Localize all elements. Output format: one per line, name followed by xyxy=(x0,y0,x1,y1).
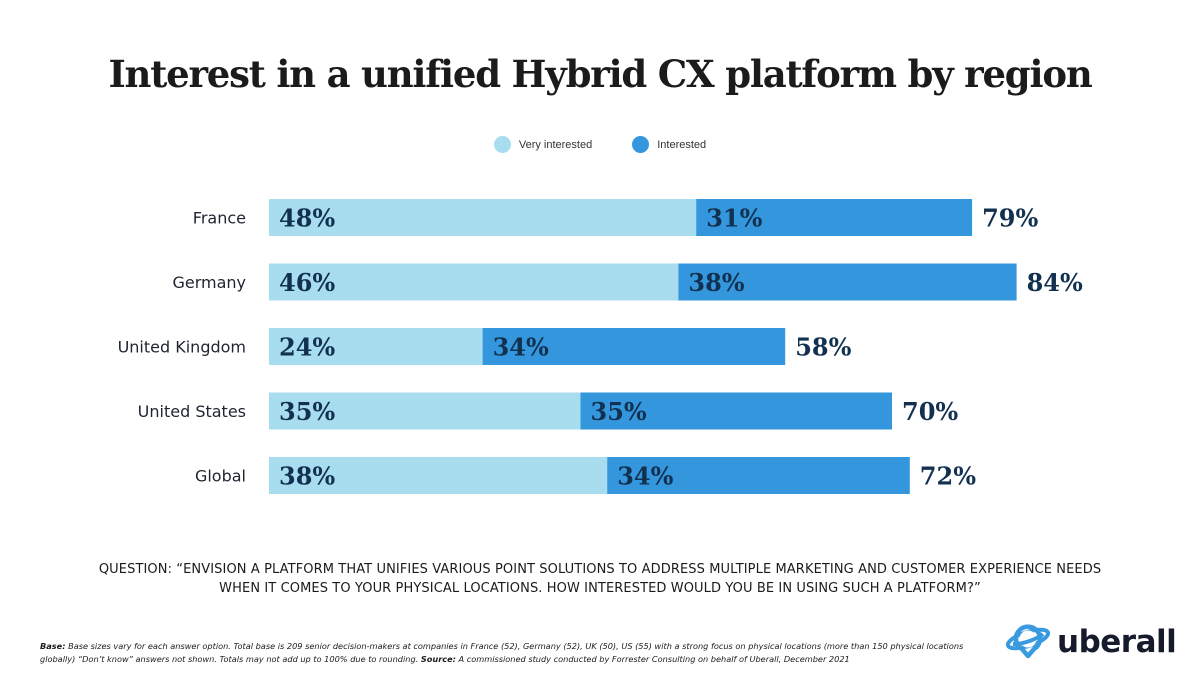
bar-value-label: 35% xyxy=(591,397,647,426)
bar-segment-very-interested xyxy=(269,263,679,301)
bar-value-label: 46% xyxy=(279,268,335,297)
bar-segment-interested xyxy=(696,199,973,236)
bar-segment-interested xyxy=(580,392,892,430)
legend-swatch-interested xyxy=(632,136,650,153)
bar-value-label: 38% xyxy=(279,462,335,491)
uberall-logo: uberall xyxy=(1005,622,1177,662)
bar-segment-interested xyxy=(678,263,1017,301)
footnote: Base: Base sizes vary for each answer op… xyxy=(40,640,970,666)
chart-title: Interest in a unified Hybrid CX platform… xyxy=(108,52,1092,96)
category-label: Global xyxy=(195,467,246,486)
bar-total-label: 72% xyxy=(920,462,976,491)
legend-label: Interested xyxy=(657,138,707,151)
planet-pin-icon xyxy=(1005,624,1051,659)
survey-question: QUESTION: “ENVISION A PLATFORM THAT UNIF… xyxy=(98,562,1102,596)
category-label: France xyxy=(193,209,246,228)
legend-swatch-very-interested xyxy=(493,136,511,153)
bar-chart: France 48% 31% 79% Germany 46% 38% 84% United Ki… xyxy=(118,199,1083,494)
source-label: Source: xyxy=(420,654,456,664)
legend: Very interested Interested xyxy=(0,136,1200,153)
bar-total-label: 58% xyxy=(795,333,851,362)
legend-item-interested: Interested xyxy=(632,136,706,153)
bar-segment-very-interested xyxy=(269,199,697,236)
bar-value-label: 48% xyxy=(279,204,335,233)
bar-segment-interested xyxy=(482,328,786,365)
bar-segment-very-interested xyxy=(269,392,581,430)
bar-segment-interested xyxy=(607,457,910,494)
base-text: Base sizes vary for each answer option. … xyxy=(40,641,964,664)
bar-value-label: 38% xyxy=(688,268,744,297)
logo-text: uberall xyxy=(1057,624,1177,660)
legend-label: Very interested xyxy=(518,138,593,151)
bar-total-label: 84% xyxy=(1027,268,1083,297)
bar-value-label: 24% xyxy=(279,333,335,362)
bar-value-label: 34% xyxy=(493,333,549,362)
category-label: United States xyxy=(138,402,246,421)
legend-item-very-interested: Very interested xyxy=(493,136,593,153)
base-label: Base: xyxy=(40,641,66,651)
bar-total-label: 70% xyxy=(902,397,958,426)
source-text: A commissioned study conducted by Forres… xyxy=(455,654,850,664)
category-label: United Kingdom xyxy=(118,338,246,357)
category-label: Germany xyxy=(172,273,246,292)
bar-segment-very-interested xyxy=(269,328,483,365)
bar-value-label: 31% xyxy=(706,204,762,233)
bar-value-label: 35% xyxy=(279,397,335,426)
bar-segment-very-interested xyxy=(269,457,608,494)
bar-total-label: 79% xyxy=(982,204,1038,233)
bar-value-label: 34% xyxy=(617,462,673,491)
